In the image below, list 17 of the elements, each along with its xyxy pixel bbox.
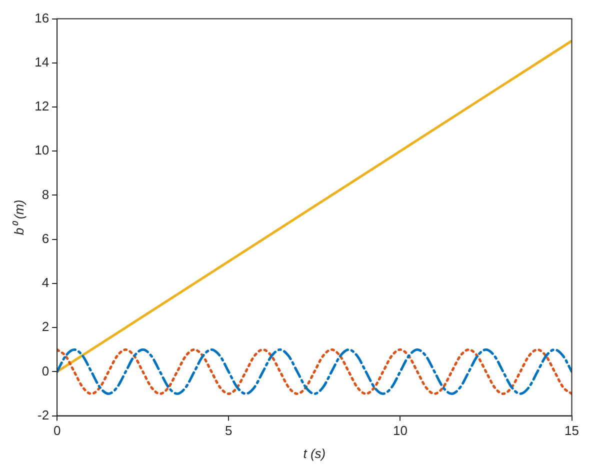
y-axis-title: b⁰ (m): [11, 200, 26, 235]
line-series: [57, 348, 572, 395]
x-tick-label: 10: [392, 423, 408, 438]
x-tick-label: 15: [564, 423, 580, 438]
y-tick-label: 4: [42, 275, 50, 290]
y-tick-label: 14: [34, 54, 50, 70]
y-tick-label: 2: [42, 319, 50, 334]
x-tick-label: 5: [225, 423, 232, 438]
x-axis-title: t (s): [303, 446, 326, 461]
y-tick-label: 16: [34, 10, 50, 26]
y-tick-label: 10: [34, 142, 50, 158]
y-tick-label: 0: [42, 363, 50, 378]
y-tick-label: 8: [42, 186, 50, 202]
y-tick-label: 6: [42, 230, 50, 246]
x-tick-label: 0: [53, 423, 61, 438]
y-tick-label: -2: [37, 407, 50, 422]
y-tick-label: 12: [34, 98, 50, 114]
